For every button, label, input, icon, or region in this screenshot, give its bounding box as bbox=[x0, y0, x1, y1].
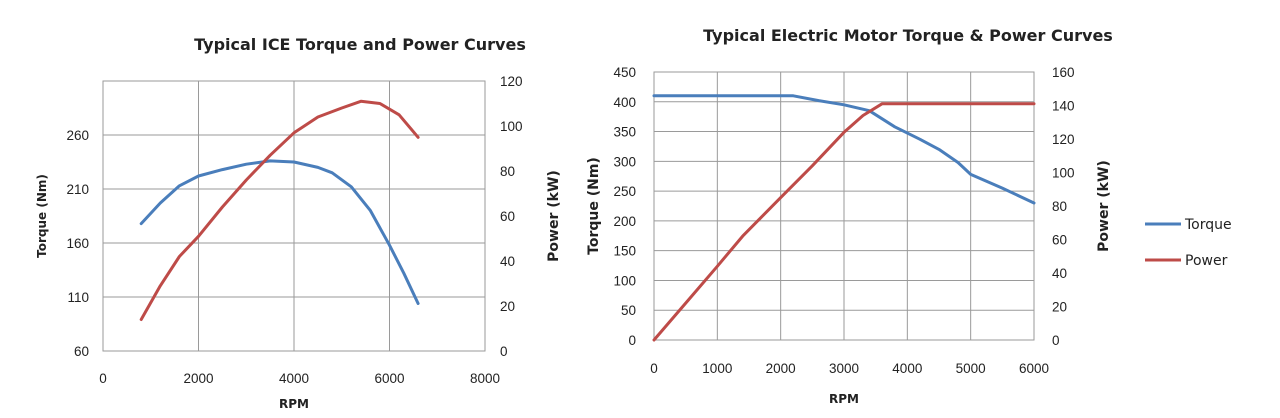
ev-y2-tick-label: 140 bbox=[1052, 99, 1075, 114]
ice-y2-tick-label: 80 bbox=[500, 164, 515, 179]
ice-power-line bbox=[139, 99, 420, 321]
ice-y-tick-label: 260 bbox=[66, 128, 89, 143]
ice-torque-line bbox=[139, 159, 420, 305]
ev-y2-axis-label: Power (kW) bbox=[1096, 160, 1112, 252]
ev-y-tick-label: 400 bbox=[613, 95, 636, 110]
ev-y-tick-label: 200 bbox=[613, 214, 636, 229]
ice-y-tick-label: 110 bbox=[67, 290, 89, 305]
ice-chart-title: Typical ICE Torque and Power Curves bbox=[194, 35, 526, 54]
ev-y2-tick-label: 60 bbox=[1052, 233, 1067, 248]
ev-chart-title: Typical Electric Motor Torque & Power Cu… bbox=[703, 26, 1113, 45]
ev-y2-tick-label: 100 bbox=[1052, 166, 1075, 181]
ice-y-axis-label: Torque (Nm) bbox=[35, 174, 49, 258]
ev-y2-tick-label: 120 bbox=[1052, 132, 1075, 147]
legend-torque-label: Torque bbox=[1184, 217, 1232, 233]
ev-y-tick-label: 250 bbox=[613, 184, 636, 199]
ice-x-tick-label: 2000 bbox=[183, 371, 213, 386]
ev-y2-tick-label: 40 bbox=[1052, 266, 1067, 281]
ice-y2-tick-label: 60 bbox=[500, 209, 515, 224]
ice-y2-tick-label: 100 bbox=[500, 119, 523, 134]
ice-y2-tick-label: 40 bbox=[500, 254, 515, 269]
ice-x-tick-label: 6000 bbox=[374, 371, 404, 386]
ev-y-tick-label: 150 bbox=[613, 244, 636, 259]
ice-y-tick-label: 160 bbox=[66, 236, 89, 251]
ice-y-tick-label: 210 bbox=[66, 182, 89, 197]
ev-x-axis-label: RPM bbox=[829, 392, 859, 406]
ice-y2-tick-label: 120 bbox=[500, 74, 523, 89]
ev-x-tick-label: 3000 bbox=[829, 361, 859, 376]
ice-y-tick-label: 60 bbox=[74, 344, 89, 359]
ev-torque-line bbox=[652, 94, 1036, 205]
ev-y2-tick-label: 20 bbox=[1052, 300, 1067, 315]
ev-y2-tick-label: 160 bbox=[1052, 65, 1075, 80]
ice-x-tick-label: 0 bbox=[99, 371, 107, 386]
ice-x-tick-label: 8000 bbox=[470, 371, 500, 386]
ice-y2-axis-label: Power (kW) bbox=[546, 170, 562, 262]
ice-x-axis-label: RPM bbox=[279, 397, 309, 411]
ev-y-tick-label: 50 bbox=[621, 303, 636, 318]
ev-y2-tick-label: 80 bbox=[1052, 199, 1067, 214]
ev-x-tick-label: 5000 bbox=[956, 361, 986, 376]
ev-y-axis-label: Torque (Nm) bbox=[586, 157, 602, 255]
ev-y-tick-label: 100 bbox=[613, 273, 636, 288]
ice-y2-tick-label: 20 bbox=[500, 299, 515, 314]
ev-y-tick-label: 450 bbox=[613, 65, 636, 80]
ev-y-tick-label: 0 bbox=[628, 333, 636, 348]
ice-x-tick-label: 4000 bbox=[279, 371, 309, 386]
ev-y-tick-label: 350 bbox=[613, 125, 636, 140]
legend-power-label: Power bbox=[1185, 253, 1228, 269]
ev-y2-tick-label: 0 bbox=[1052, 333, 1060, 348]
ev-x-tick-label: 2000 bbox=[766, 361, 796, 376]
ev-x-tick-label: 0 bbox=[650, 361, 658, 376]
ev-x-tick-label: 4000 bbox=[892, 361, 922, 376]
ev-y-tick-label: 300 bbox=[613, 154, 636, 169]
ev-x-tick-label: 1000 bbox=[702, 361, 732, 376]
ice-y2-tick-label: 0 bbox=[500, 344, 508, 359]
ev-power-line bbox=[652, 102, 1036, 342]
ev-x-tick-label: 6000 bbox=[1019, 361, 1049, 376]
